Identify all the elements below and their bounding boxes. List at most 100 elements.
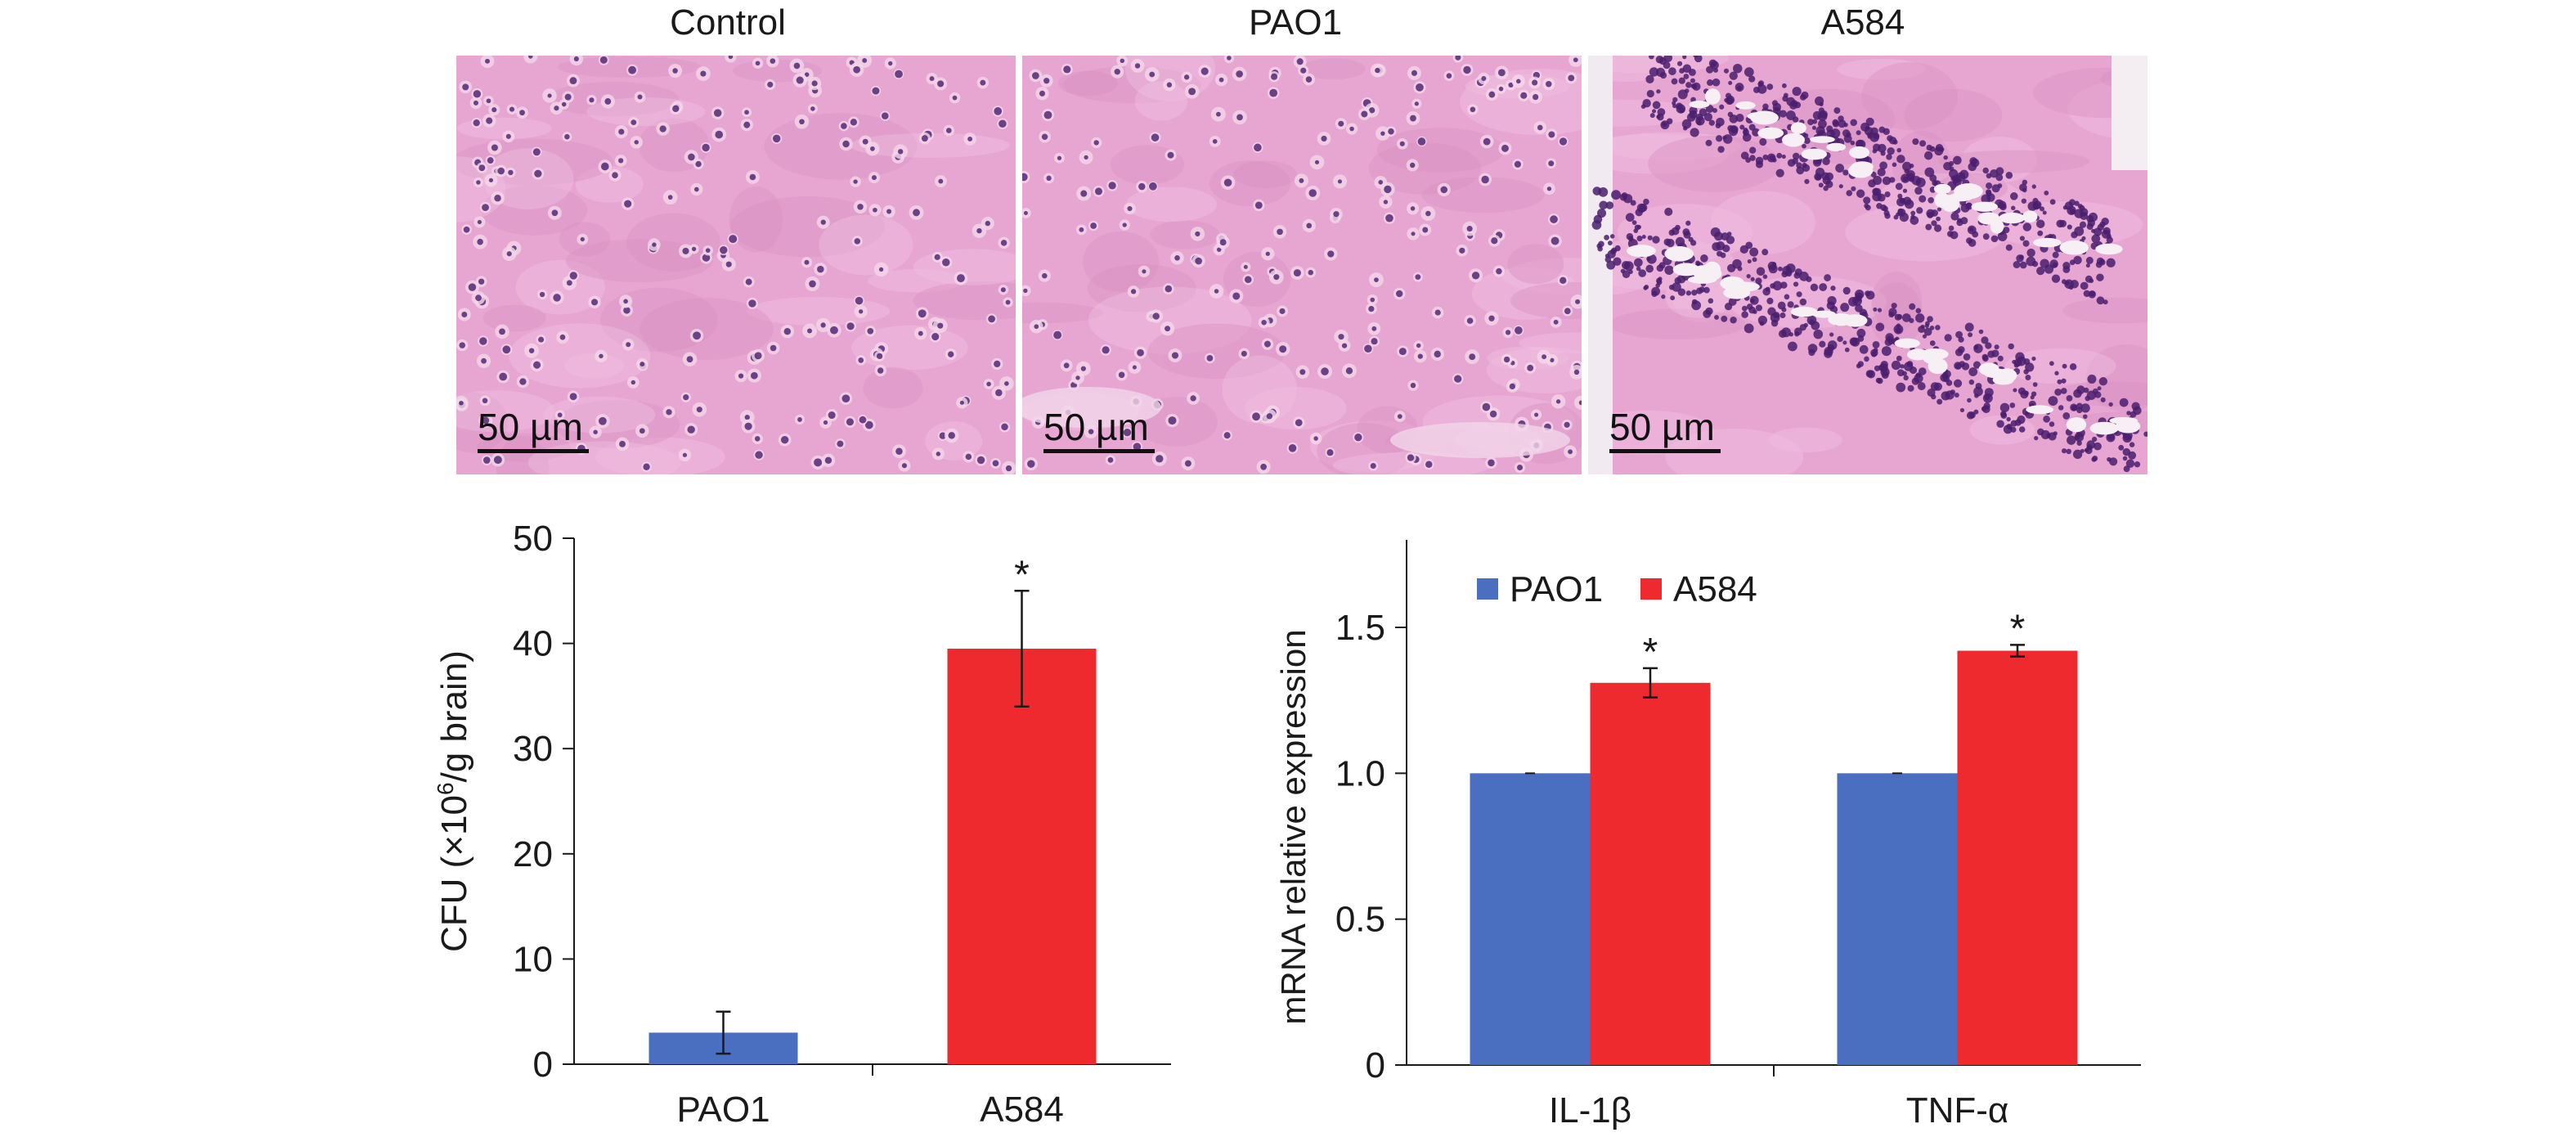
nucleus — [499, 328, 505, 335]
nucleus — [1374, 277, 1379, 283]
nucleus — [1896, 313, 1903, 320]
nucleus — [1005, 299, 1011, 305]
nucleus — [1745, 157, 1751, 163]
nucleus — [1080, 366, 1086, 371]
nucleus — [1676, 61, 1683, 66]
nucleus — [1740, 151, 1749, 160]
nucleus — [551, 209, 559, 217]
nucleus — [1621, 192, 1628, 199]
nucleus — [554, 106, 559, 111]
nucleus — [1321, 367, 1329, 375]
nucleus — [2022, 187, 2027, 193]
nucleus — [1691, 290, 1698, 296]
tissue-texture — [1588, 56, 1730, 74]
nucleus — [1803, 137, 1811, 145]
nucleus — [2134, 461, 2141, 468]
nucleus — [1936, 207, 1942, 212]
nucleus — [1949, 166, 1954, 172]
nucleus — [1712, 78, 1721, 87]
nucleus — [667, 195, 673, 200]
nucleus — [2076, 385, 2085, 394]
nucleus — [695, 160, 702, 168]
nucleus — [1553, 319, 1559, 325]
nucleus — [559, 334, 566, 340]
nucleus — [1410, 206, 1416, 211]
nucleus — [1306, 222, 1313, 229]
nucleus — [1950, 212, 1959, 221]
nucleus — [1683, 74, 1690, 79]
nucleus — [1919, 367, 1927, 375]
nucleus — [1425, 210, 1431, 217]
tissue-texture — [1837, 58, 1926, 80]
nucleus — [1872, 340, 1880, 348]
nucleus — [1877, 193, 1886, 202]
nucleus — [486, 117, 493, 124]
nucleus — [2101, 229, 2111, 239]
nucleus — [2080, 281, 2089, 290]
nucleus — [1573, 369, 1580, 375]
nucleus — [1892, 162, 1897, 168]
nucleus — [688, 153, 695, 161]
nucleus — [772, 134, 781, 143]
tissue-texture — [1609, 308, 1746, 339]
x-tick-label: PAO1 — [676, 1090, 770, 1130]
nucleus — [1639, 203, 1648, 212]
nucleus — [2081, 236, 2086, 240]
nucleus — [1796, 162, 1802, 169]
nucleus — [2049, 259, 2058, 268]
nucleus — [1152, 312, 1160, 320]
nucleus — [1891, 303, 1897, 309]
nucleus — [2085, 256, 2094, 264]
nucleus — [2021, 198, 2027, 204]
nucleus — [599, 416, 607, 425]
nucleus — [1784, 294, 1790, 300]
nucleus — [553, 294, 561, 302]
nucleus — [2070, 280, 2079, 289]
nucleus — [2023, 390, 2029, 397]
nucleus — [2072, 449, 2083, 460]
nucleus — [980, 79, 986, 86]
nucleus — [804, 72, 810, 77]
nucleus — [1999, 411, 2007, 418]
scale-bar-a584: 50 µm — [1609, 407, 1721, 453]
nucleus — [986, 381, 991, 387]
nucleus — [519, 110, 525, 116]
nucleus — [2074, 226, 2085, 236]
nucleus — [2100, 397, 2106, 402]
nucleus — [1881, 346, 1892, 357]
nucleus — [1883, 209, 1890, 216]
tissue-texture — [913, 281, 1016, 321]
nucleus — [1434, 350, 1441, 358]
nucleus — [2071, 405, 2078, 411]
nucleus — [1821, 172, 1830, 181]
nucleus — [2086, 222, 2094, 230]
nucleus — [702, 143, 710, 152]
legend-swatch-a584 — [1640, 578, 1662, 600]
nucleus — [1922, 334, 1928, 339]
nucleus — [1676, 104, 1686, 114]
nucleus — [1712, 108, 1718, 114]
nucleus — [1459, 247, 1465, 254]
nucleus — [1641, 234, 1646, 240]
nucleus — [1953, 379, 1963, 388]
nucleus — [1909, 303, 1916, 310]
nucleus — [476, 180, 481, 185]
nucleus — [2027, 201, 2037, 211]
nucleus — [599, 353, 604, 359]
nucleus — [1819, 101, 1824, 107]
nucleus — [1896, 147, 1902, 153]
nucleus — [988, 315, 996, 323]
nucleus — [623, 307, 631, 314]
nucleus — [2005, 172, 2013, 179]
nucleus — [1656, 277, 1662, 284]
nucleus — [2107, 456, 2112, 462]
nucleus — [557, 412, 563, 418]
nucleus — [811, 80, 818, 87]
nucleus — [1415, 274, 1421, 280]
nucleus — [886, 209, 892, 214]
y-tick-label: 50 — [513, 519, 553, 559]
lumen-gap — [1921, 348, 1949, 360]
nucleus — [2052, 251, 2059, 258]
tissue-texture — [1588, 410, 1715, 455]
nucleus — [1750, 276, 1755, 281]
